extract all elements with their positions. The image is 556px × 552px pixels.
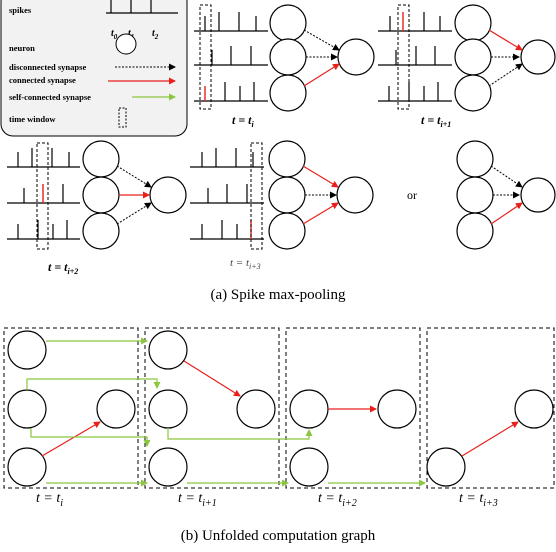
connected-synapse (42, 422, 100, 456)
neuron (457, 213, 493, 249)
neuron (149, 448, 187, 486)
self-connected-synapse (168, 428, 309, 439)
neuron (269, 177, 305, 213)
legend-connected-label: connected synapse (9, 75, 76, 85)
neuron (83, 141, 119, 177)
label-b-ti3: t = ti+3 (459, 491, 498, 509)
disconnected-synapse (489, 64, 522, 86)
panel-a-group-alternative (457, 141, 555, 249)
label-b-ti2: t = ti+2 (318, 491, 357, 509)
legend-disconnected-label: disconnected synapse (9, 62, 86, 72)
label-t-ti: t = ti (232, 113, 255, 129)
neuron (457, 177, 493, 213)
neuron (269, 213, 305, 249)
connected-synapse (303, 166, 338, 187)
neuron (269, 141, 305, 177)
connected-synapse (304, 64, 339, 86)
pooling-neuron (515, 390, 553, 428)
pooling-neuron (337, 177, 373, 213)
neuron (455, 75, 491, 111)
panel-a-group-ti: t = ti (194, 5, 374, 129)
connected-synapse (491, 203, 522, 224)
or-label: or (407, 188, 417, 202)
neuron (270, 39, 306, 75)
legend-time-window-label: time window (9, 114, 56, 124)
neuron (8, 390, 46, 428)
panel-a-group-ti1: t = ti+1 (378, 5, 555, 129)
label-b-ti: t = ti (36, 491, 63, 509)
neuron (149, 331, 187, 369)
legend-box: spikes t0 t1 t2 neuron disconnected syna… (1, 0, 187, 136)
label-t-ti2: t = ti+2 (48, 260, 78, 276)
neuron (83, 213, 119, 249)
pooling-neuron (150, 177, 186, 213)
panel-a-group-ti2: t = ti+2 (7, 141, 186, 276)
neuron (290, 448, 328, 486)
neuron (455, 5, 491, 41)
self-connected-synapse (31, 428, 147, 446)
caption-a: (a) Spike max-pooling (211, 287, 346, 303)
pooling-neuron (97, 390, 135, 428)
disconnected-synapse (117, 166, 151, 187)
pooling-neuron (521, 178, 555, 212)
connected-synapse (462, 422, 518, 456)
panel-b: t = ti t = ti+1 t = ti+2 t = ti+3 (4, 328, 554, 509)
pooling-neuron (521, 40, 555, 74)
neuron (8, 448, 46, 486)
pooling-neuron (378, 390, 416, 428)
caption-b: (b) Unfolded computation graph (181, 528, 376, 544)
neuron (270, 5, 306, 41)
connected-synapse (303, 203, 338, 224)
label-b-ti1: t = ti+1 (178, 491, 217, 509)
connected-synapse (184, 361, 240, 396)
disconnected-synapse (304, 30, 339, 50)
disconnected-synapse (117, 203, 151, 224)
legend-neuron-icon (116, 34, 136, 54)
panel-a-group-ti3: t = ti+3 (190, 141, 373, 271)
neuron (427, 448, 465, 486)
neuron (270, 75, 306, 111)
pooling-neuron (237, 390, 275, 428)
disconnected-synapse (491, 166, 522, 187)
neuron (457, 141, 493, 177)
pooling-neuron (338, 39, 374, 75)
legend-self-connected-label: self-connected synapse (9, 92, 91, 102)
neuron (455, 39, 491, 75)
neuron (8, 331, 46, 369)
neuron (149, 390, 187, 428)
neuron (83, 177, 119, 213)
legend-spikes-label: spikes (9, 5, 32, 15)
label-t-ti3: t = ti+3 (230, 257, 261, 271)
connected-synapse (489, 30, 522, 50)
legend-neuron-label: neuron (9, 43, 35, 53)
label-t-ti1: t = ti+1 (421, 113, 451, 129)
neuron (290, 390, 328, 428)
